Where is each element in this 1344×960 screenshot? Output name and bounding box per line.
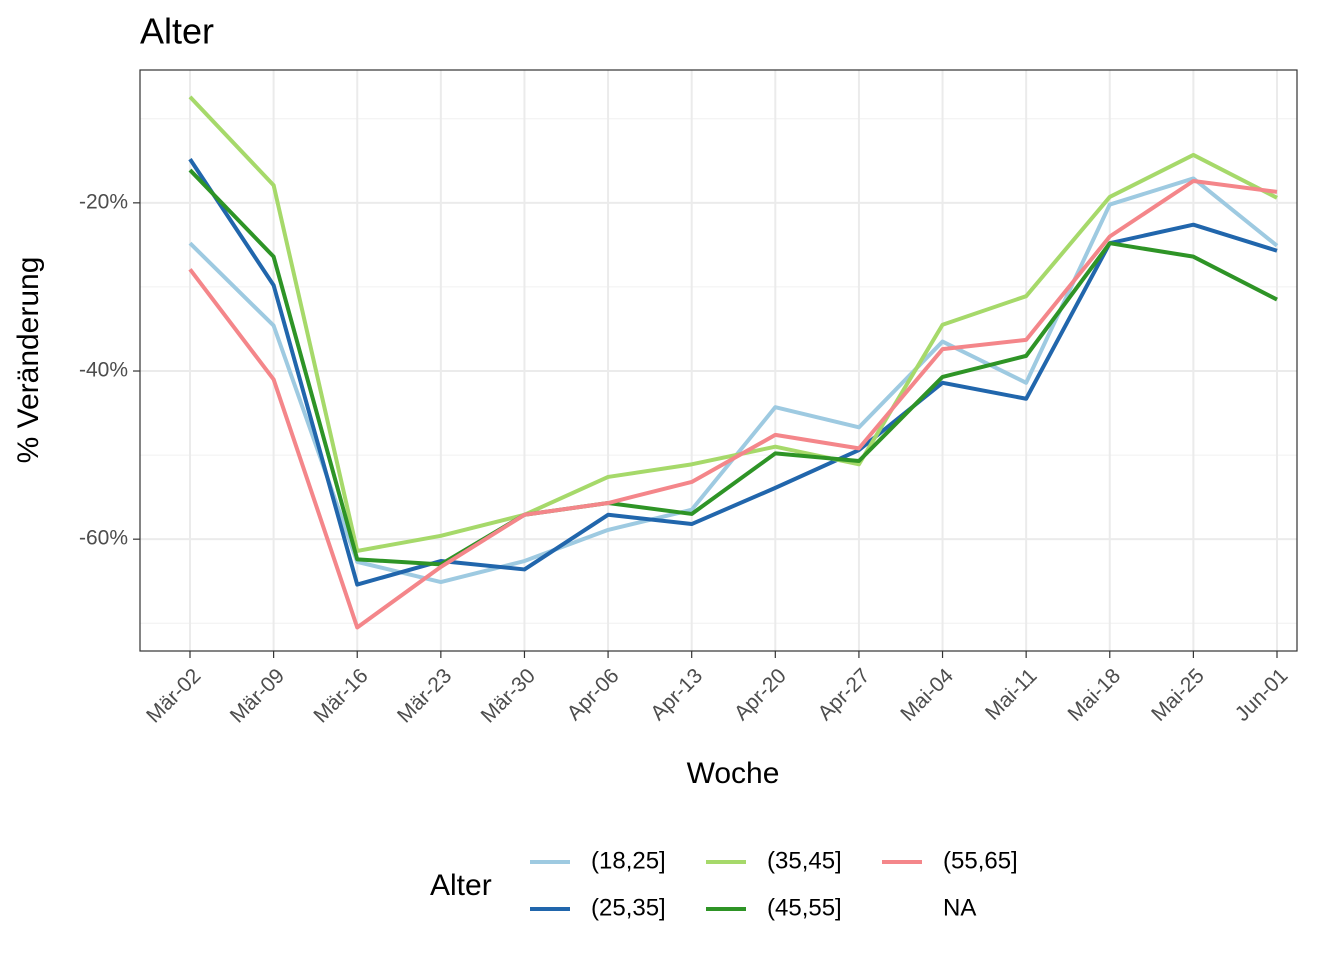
chart-title: Alter <box>140 11 214 52</box>
plot-border <box>139 69 1298 652</box>
series-line <box>188 158 1278 587</box>
y-tick-label: -60% <box>79 527 128 550</box>
legend-label: NA <box>943 894 976 921</box>
legend-label: (18,25] <box>591 847 666 874</box>
legend-label: (25,35] <box>591 894 666 921</box>
series-line <box>188 178 1278 630</box>
series-line <box>188 168 1278 567</box>
y-axis-title: % Veränderung <box>12 257 45 464</box>
y-tick-label: -40% <box>79 359 128 382</box>
legend-label: (45,55] <box>767 894 842 921</box>
x-axis-title: Woche <box>687 757 780 790</box>
y-tick-label: -20% <box>79 190 128 213</box>
legend-title: Alter <box>430 869 492 902</box>
legend-label: (55,65] <box>943 847 1018 874</box>
series-line <box>188 95 1278 553</box>
legend-label: (35,45] <box>767 847 842 874</box>
